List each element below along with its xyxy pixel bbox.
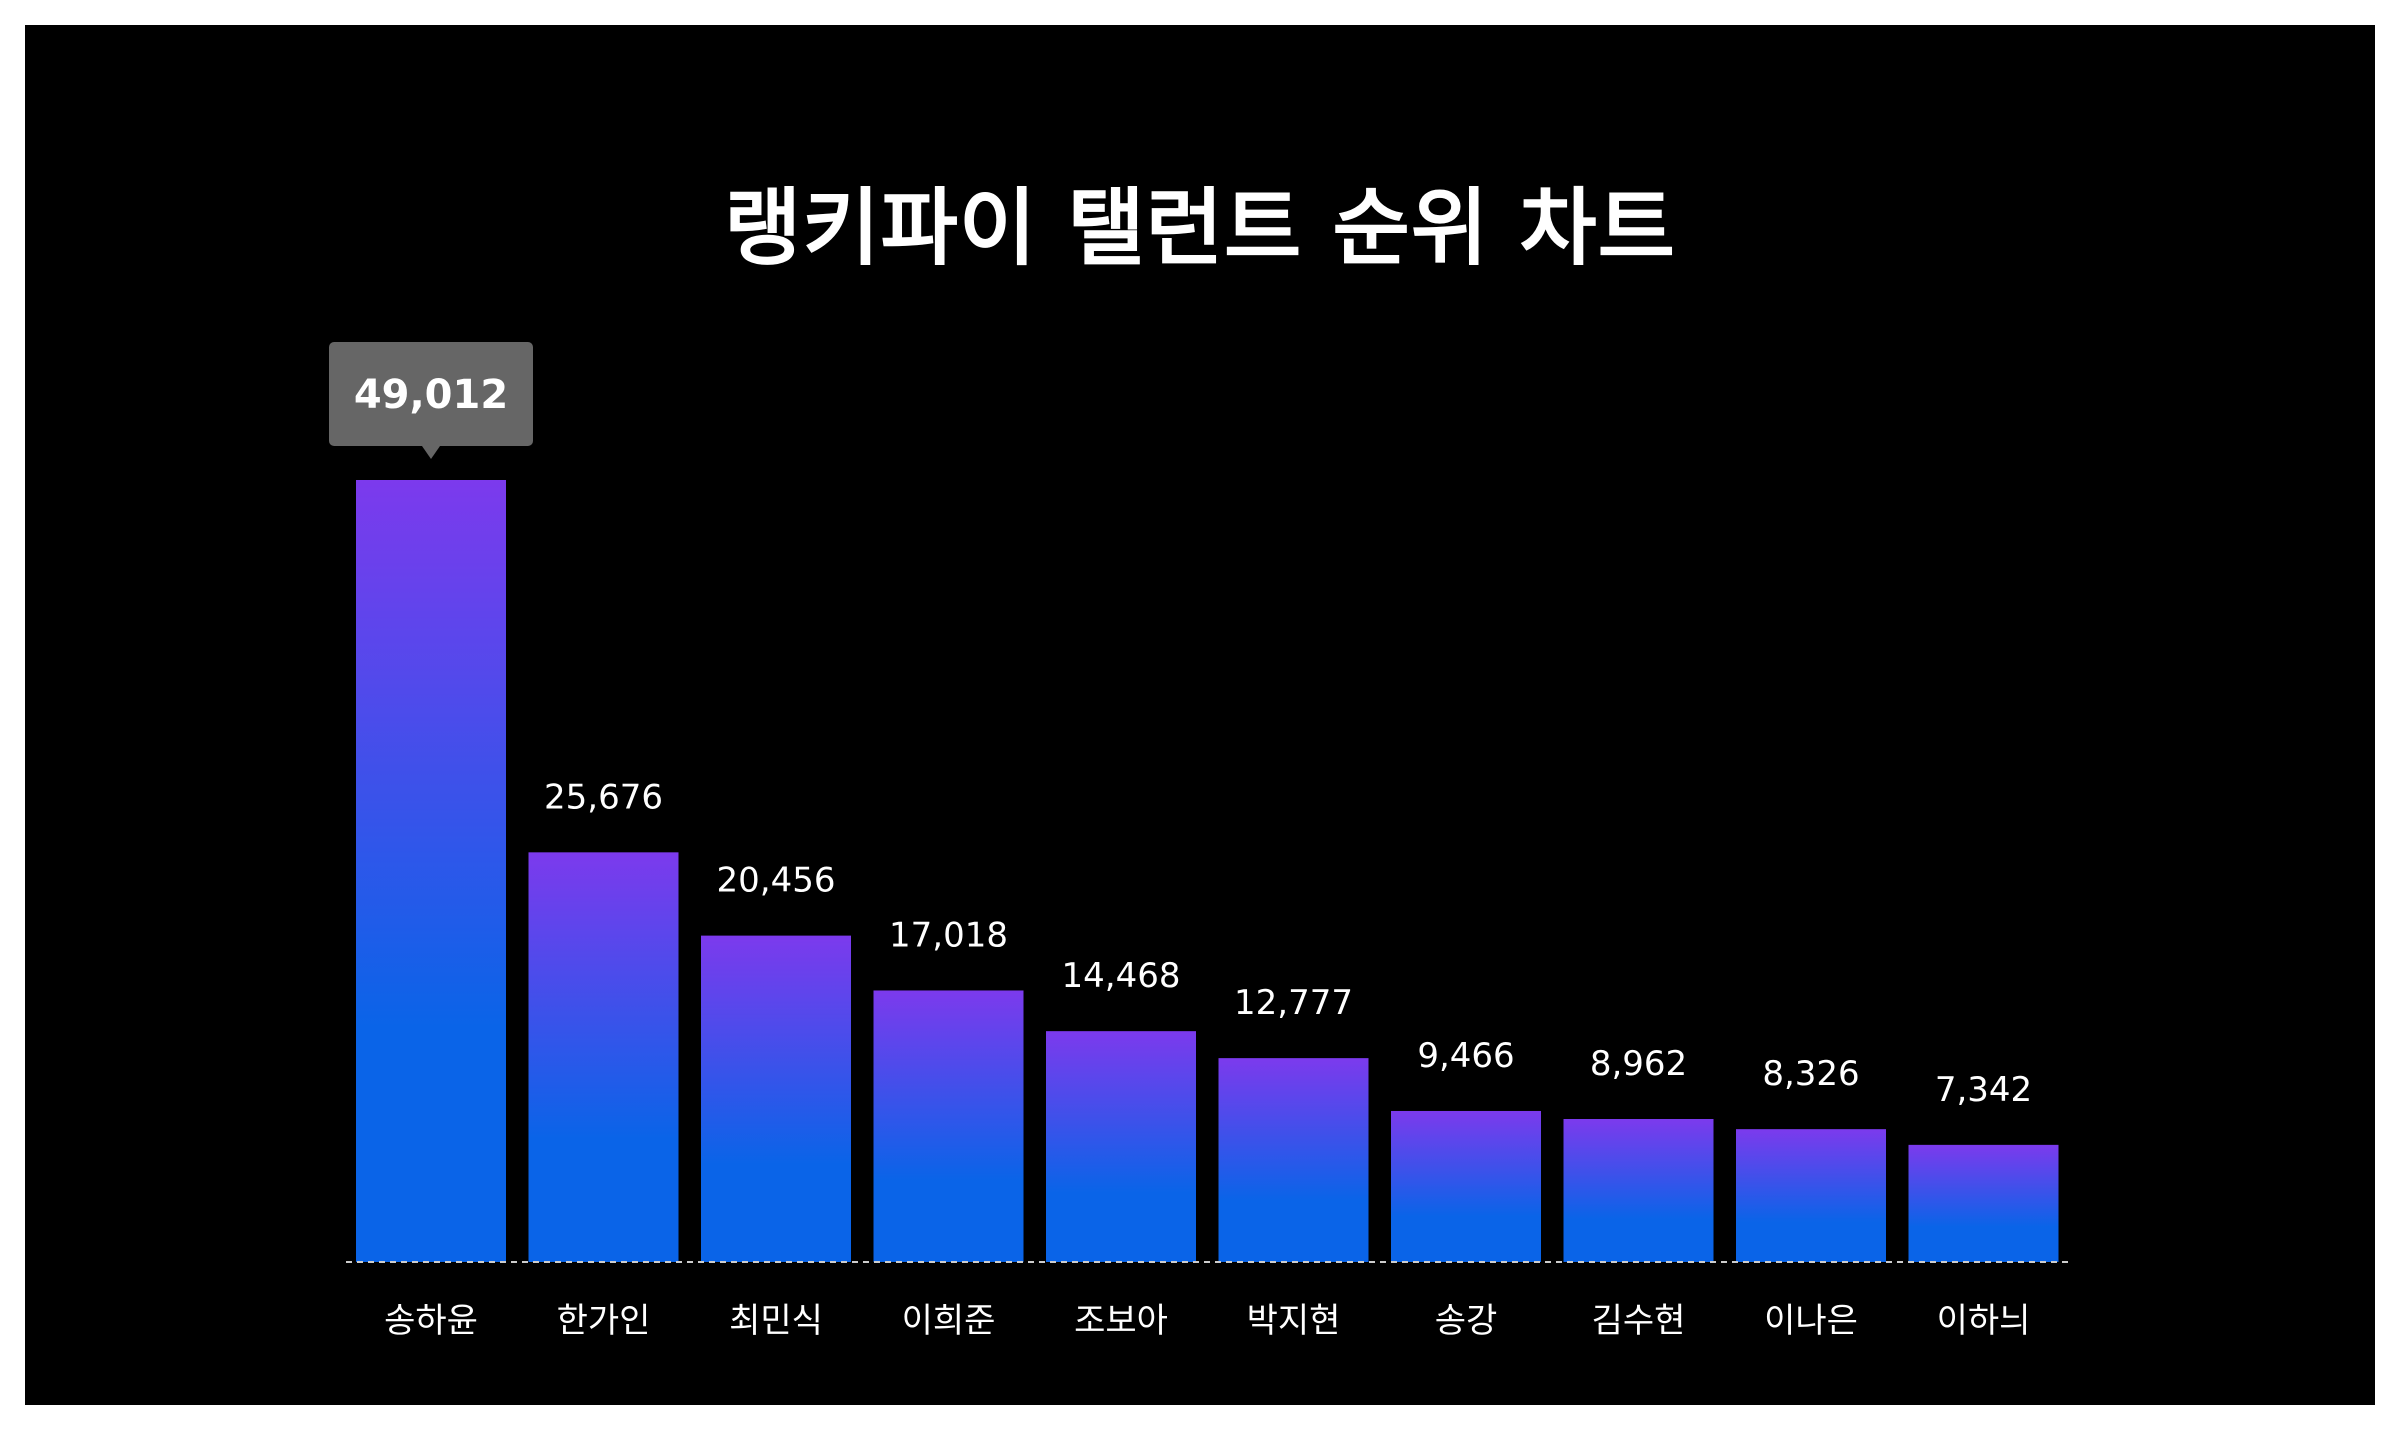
bar-9[interactable]	[1736, 1129, 1886, 1262]
x-tick-label: 이희준	[902, 1301, 996, 1341]
bar-chart: 송하윤 49,012 한가인 25,676 최민식 20,456 이희준 17,018 조보아 1…	[329, 342, 2069, 1341]
value-label: 8,962	[1590, 1044, 1687, 1084]
x-tick-label: 박지현	[1247, 1301, 1341, 1341]
value-label: 17,018	[889, 915, 1008, 955]
bar-1[interactable]	[356, 480, 506, 1262]
x-tick-label: 최민식	[729, 1301, 823, 1341]
tooltip-box	[329, 342, 533, 446]
x-tick-label: 조보아	[1074, 1301, 1168, 1341]
value-label: 12,777	[1234, 983, 1353, 1023]
value-label: 49,012	[354, 372, 508, 418]
x-tick-label: 한가인	[557, 1301, 651, 1341]
bar-4[interactable]	[873, 990, 1024, 1262]
x-tick-label: 이하늬	[1937, 1301, 2031, 1341]
bars-layer	[356, 480, 2059, 1262]
bar-5[interactable]	[1046, 1031, 1196, 1262]
bar-2[interactable]	[528, 852, 679, 1262]
value-label: 9,466	[1417, 1036, 1514, 1076]
value-tooltip: 49,012	[329, 342, 533, 459]
bar-10[interactable]	[1908, 1144, 2059, 1262]
value-label: 8,326	[1762, 1054, 1859, 1094]
labels-layer: 송하윤 49,012 한가인 25,676 최민식 20,456 이희준 17,018 조보아 1…	[329, 342, 2032, 1341]
tooltip-pointer	[422, 446, 440, 459]
bar-3[interactable]	[701, 935, 851, 1262]
value-label: 20,456	[717, 861, 836, 901]
bar-8[interactable]	[1563, 1119, 1714, 1262]
value-label: 7,342	[1935, 1070, 2032, 1110]
chart-panel: 랭키파이 탤런트 순위 차트 송하윤 49,012 한가인 25,676 최민식 20,4…	[25, 25, 2375, 1405]
x-tick-label: 김수현	[1592, 1301, 1686, 1341]
x-tick-label: 송강	[1435, 1301, 1498, 1341]
chart-title: 랭키파이 탤런트 순위 차트	[724, 179, 1676, 277]
bar-7[interactable]	[1391, 1110, 1541, 1262]
value-label: 14,468	[1062, 956, 1181, 996]
bar-6[interactable]	[1218, 1058, 1369, 1262]
x-tick-label: 송하윤	[384, 1301, 478, 1341]
x-tick-label: 이나은	[1764, 1301, 1858, 1341]
value-label: 25,676	[544, 777, 663, 817]
